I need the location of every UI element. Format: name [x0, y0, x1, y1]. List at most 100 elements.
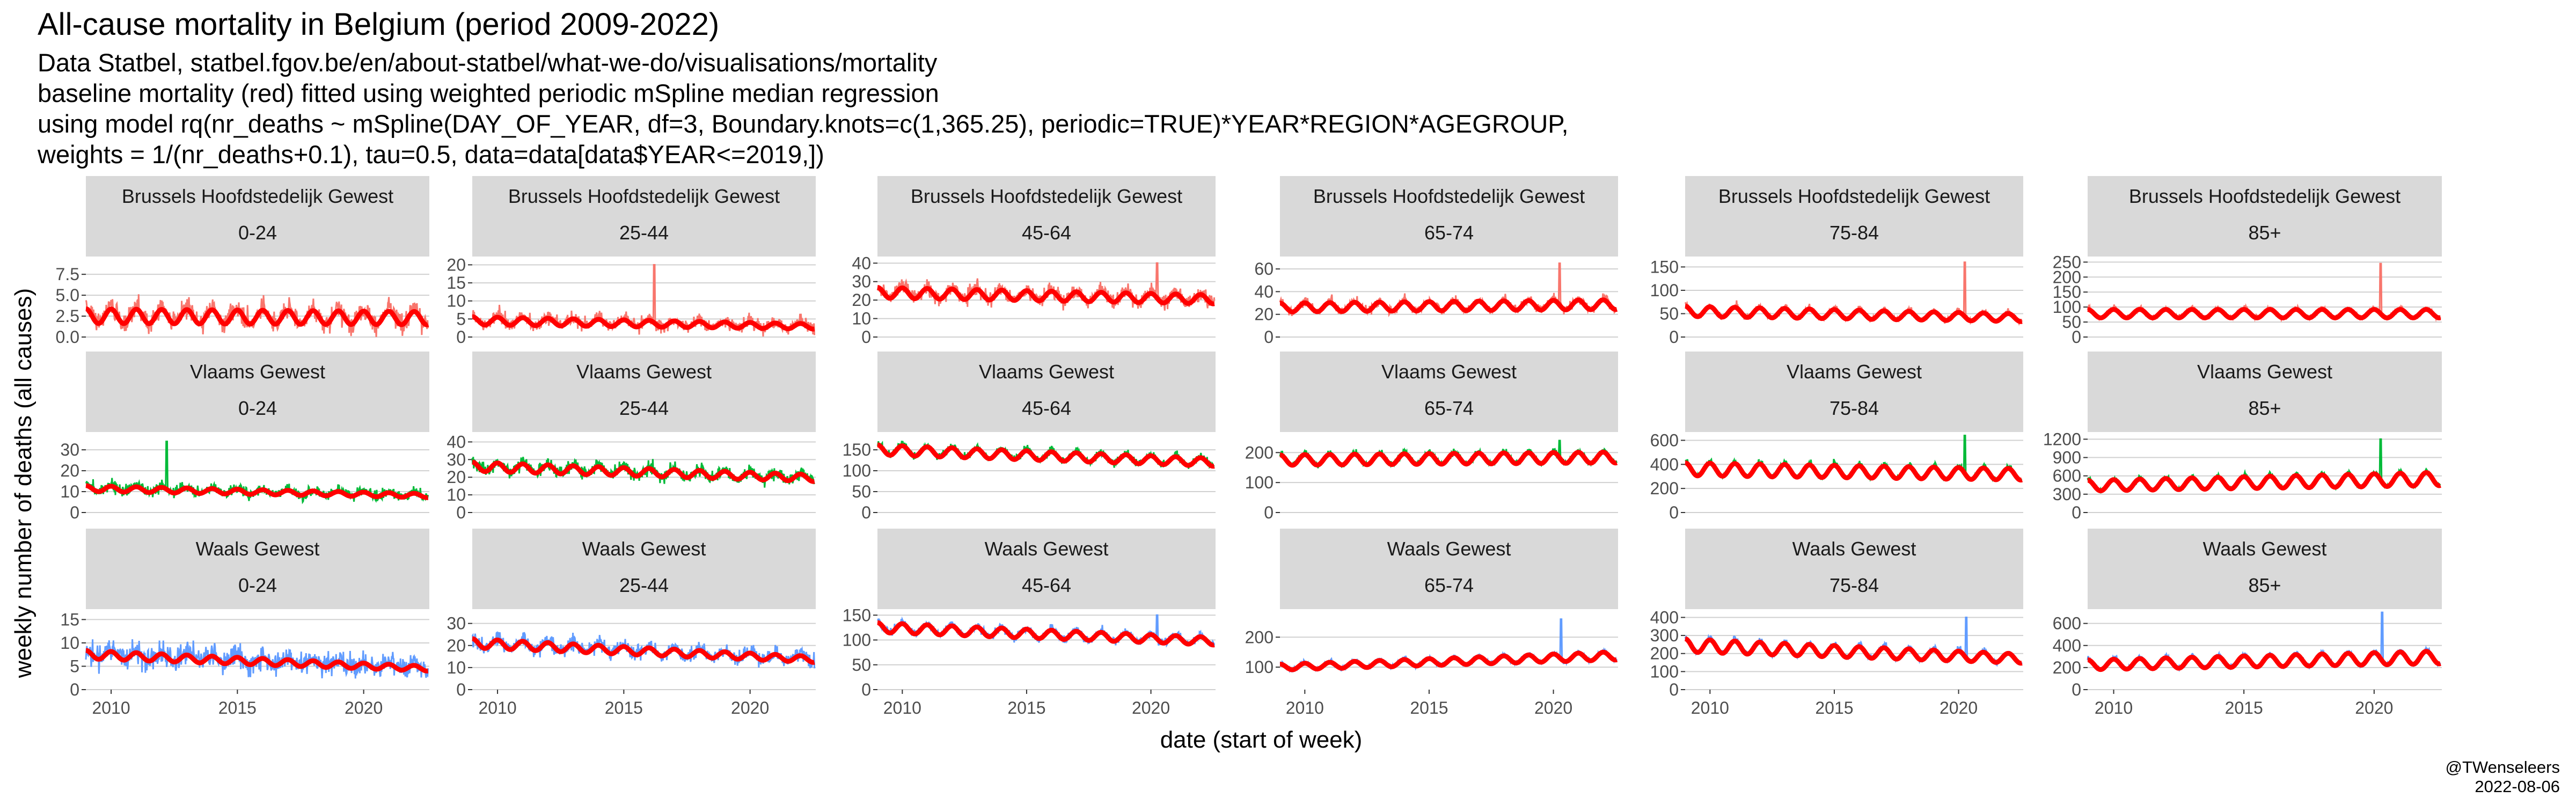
- baseline-fit-line: [1278, 297, 1619, 314]
- y-tick-label: 10: [852, 309, 871, 328]
- x-tick-label: 2020: [731, 698, 769, 718]
- y-tick-label: 0: [2072, 327, 2081, 347]
- y-tick-label: 20: [1254, 305, 1274, 324]
- facet-age-label: 75-84: [1829, 397, 1879, 419]
- subtitle-line: Data Statbel, statbel.fgov.be/en/about-s…: [38, 48, 938, 77]
- baseline-fit-line: [2085, 307, 2443, 320]
- facet-age-label: 0-24: [238, 574, 277, 596]
- facet-strip: [1685, 529, 2023, 609]
- facet-region-label: Waals Gewest: [2203, 538, 2327, 560]
- y-tick-label: 200: [1245, 627, 1274, 647]
- x-tick-label: 2015: [218, 698, 257, 718]
- x-tick-label: 2020: [2355, 698, 2393, 718]
- y-tick-label: 20: [852, 290, 871, 310]
- y-tick-label: 100: [1650, 281, 1679, 300]
- y-tick-label: 0: [456, 327, 466, 347]
- y-tick-label: 600: [1650, 430, 1679, 450]
- y-tick-label: 100: [843, 461, 871, 480]
- facet-age-label: 75-84: [1829, 574, 1879, 596]
- x-tick-label: 2020: [1534, 698, 1572, 718]
- baseline-fit-line: [2085, 649, 2443, 672]
- facet-strip: [1685, 176, 2023, 257]
- y-tick-label: 5: [70, 656, 79, 676]
- facet-strip: [2088, 352, 2442, 432]
- baseline-fit-line: [875, 285, 1217, 306]
- facet-age-label: 45-64: [1022, 222, 1071, 244]
- x-tick-label: 2020: [1940, 698, 1978, 718]
- y-tick-label: 0: [1669, 680, 1679, 699]
- y-tick-label: 50: [2062, 312, 2081, 332]
- facet-age-label: 0-24: [238, 222, 277, 244]
- facet-age-label: 85+: [2248, 222, 2281, 244]
- facet-age-label: 85+: [2248, 397, 2281, 419]
- baseline-fit-line: [1278, 649, 1619, 672]
- facet-region-label: Brussels Hoofdstedelijk Gewest: [122, 185, 393, 207]
- y-tick-label: 0: [1264, 503, 1274, 522]
- y-tick-label: 100: [843, 631, 871, 650]
- facet-region-label: Waals Gewest: [196, 538, 320, 560]
- y-tick-label: 600: [2053, 614, 2081, 633]
- y-tick-label: 400: [1650, 455, 1679, 474]
- facet-region-label: Vlaams Gewest: [979, 361, 1114, 383]
- y-tick-label: 10: [60, 482, 79, 501]
- facet-strip: [1685, 352, 2023, 432]
- baseline-fit-line: [470, 314, 817, 332]
- y-tick-label: 0: [861, 680, 871, 699]
- facet-strip: [472, 529, 816, 609]
- y-tick-label: 0: [1264, 327, 1274, 347]
- y-tick-label: 5: [456, 309, 466, 328]
- baseline-fit-line: [84, 483, 430, 500]
- baseline-fit-line: [1683, 304, 2024, 324]
- x-tick-label: 2020: [1132, 698, 1170, 718]
- baseline-fit-line: [470, 636, 817, 665]
- y-tick-label: 10: [447, 658, 466, 677]
- y-axis-title: weekly number of deaths (all causes): [10, 288, 36, 678]
- x-tick-label: 2015: [605, 698, 643, 718]
- y-tick-label: 0: [70, 503, 79, 522]
- y-tick-label: 40: [1254, 282, 1274, 301]
- facet-region-label: Waals Gewest: [985, 538, 1109, 560]
- facet-strip: [1280, 176, 1618, 257]
- y-tick-label: 100: [1245, 473, 1274, 492]
- facet-region-label: Brussels Hoofdstedelijk Gewest: [1313, 185, 1585, 207]
- y-tick-label: 7.5: [56, 265, 79, 284]
- y-tick-label: 0: [456, 680, 466, 699]
- x-tick-label: 2015: [1410, 698, 1448, 718]
- baseline-fit-line: [84, 306, 430, 327]
- x-tick-label: 2010: [92, 698, 130, 718]
- facet-strip: [2088, 176, 2442, 257]
- y-tick-label: 400: [2053, 636, 2081, 655]
- y-tick-label: 150: [843, 440, 871, 459]
- facet-age-label: 45-64: [1022, 574, 1071, 596]
- y-tick-label: 150: [2053, 282, 2081, 302]
- facet-region-label: Brussels Hoofdstedelijk Gewest: [1718, 185, 1990, 207]
- facet-strip: [877, 352, 1216, 432]
- y-tick-label: 200: [1245, 443, 1274, 462]
- y-tick-label: 20: [447, 467, 466, 487]
- y-tick-label: 400: [1650, 608, 1679, 627]
- facet-age-label: 25-44: [619, 397, 669, 419]
- baseline-fit-line: [470, 459, 817, 484]
- facet-age-label: 75-84: [1829, 222, 1879, 244]
- facet-strip: [877, 529, 1216, 609]
- y-tick-label: 15: [60, 610, 79, 629]
- y-tick-label: 60: [1254, 259, 1274, 279]
- y-tick-label: 250: [2053, 252, 2081, 272]
- baseline-fit-line: [875, 620, 1217, 648]
- y-tick-label: 1200: [2043, 429, 2081, 449]
- y-tick-label: 30: [447, 450, 466, 469]
- facet-strip: [86, 352, 429, 432]
- y-tick-label: 300: [2053, 485, 2081, 504]
- baseline-fit-line: [875, 442, 1217, 469]
- plot-date: 2022-08-06: [2475, 777, 2560, 796]
- y-tick-label: 10: [447, 485, 466, 504]
- y-tick-label: 200: [2053, 267, 2081, 287]
- subtitle-line: using model rq(nr_deaths ~ mSpline(DAY_O…: [38, 109, 1569, 138]
- y-tick-label: 40: [852, 253, 871, 273]
- y-tick-label: 15: [447, 273, 466, 292]
- facet-strip: [86, 529, 429, 609]
- author-handle: @TWenseleers: [2445, 758, 2560, 777]
- y-tick-label: 0: [861, 327, 871, 347]
- y-tick-label: 50: [852, 655, 871, 675]
